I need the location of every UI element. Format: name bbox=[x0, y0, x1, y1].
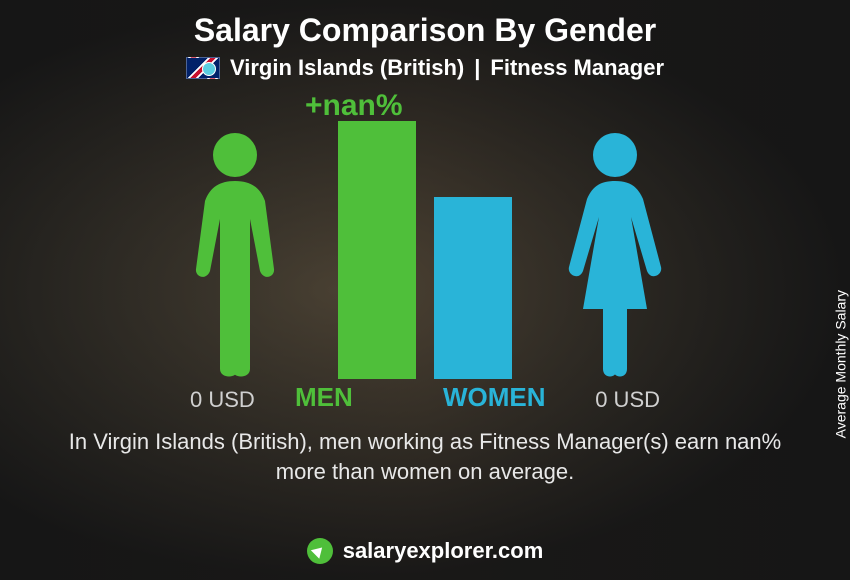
location-text: Virgin Islands (British) bbox=[230, 55, 464, 81]
logo-icon bbox=[307, 538, 333, 564]
bar-men bbox=[338, 121, 416, 379]
percent-diff-label: +nan% bbox=[305, 89, 403, 123]
bar-group bbox=[338, 121, 512, 379]
women-figure bbox=[540, 129, 690, 379]
flag-icon bbox=[186, 57, 220, 79]
footer: salaryexplorer.com bbox=[0, 538, 850, 564]
women-salary-value: 0 USD bbox=[595, 387, 660, 413]
subtitle-row: Virgin Islands (British) | Fitness Manag… bbox=[0, 55, 850, 81]
chart-area: +nan% 0 USD MEN WOMEN 0 USD bbox=[0, 89, 850, 419]
role-text: Fitness Manager bbox=[490, 55, 664, 81]
site-name: salaryexplorer.com bbox=[343, 538, 544, 564]
men-salary-value: 0 USD bbox=[190, 387, 255, 413]
women-label: WOMEN bbox=[443, 382, 546, 413]
men-label: MEN bbox=[295, 382, 353, 413]
separator: | bbox=[474, 55, 480, 81]
male-icon bbox=[180, 129, 290, 379]
page-title: Salary Comparison By Gender bbox=[0, 12, 850, 49]
bar-women bbox=[434, 197, 512, 379]
y-axis-label: Average Monthly Salary bbox=[832, 290, 848, 438]
female-icon bbox=[555, 129, 675, 379]
men-figure bbox=[160, 129, 310, 379]
description-text: In Virgin Islands (British), men working… bbox=[0, 419, 850, 486]
